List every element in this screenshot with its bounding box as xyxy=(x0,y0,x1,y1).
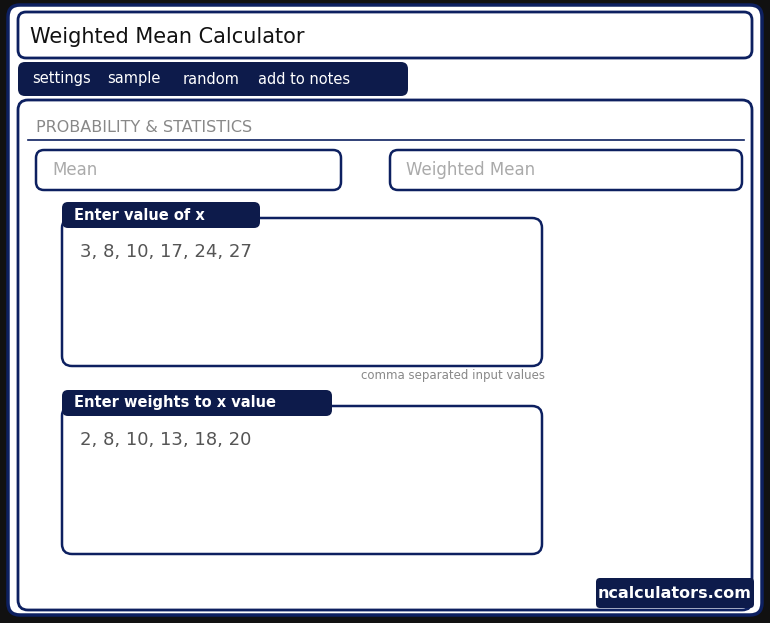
FancyBboxPatch shape xyxy=(8,5,762,615)
FancyBboxPatch shape xyxy=(62,390,332,416)
Text: Enter value of x: Enter value of x xyxy=(74,207,205,222)
Text: ncalculators.com: ncalculators.com xyxy=(598,586,752,601)
FancyBboxPatch shape xyxy=(18,100,752,610)
FancyBboxPatch shape xyxy=(36,150,341,190)
FancyBboxPatch shape xyxy=(62,218,542,366)
Text: Weighted Mean: Weighted Mean xyxy=(406,161,535,179)
Text: PROBABILITY & STATISTICS: PROBABILITY & STATISTICS xyxy=(36,120,252,135)
FancyBboxPatch shape xyxy=(18,12,752,58)
Text: add to notes: add to notes xyxy=(258,72,350,87)
Text: settings: settings xyxy=(32,72,91,87)
Text: 3, 8, 10, 17, 24, 27: 3, 8, 10, 17, 24, 27 xyxy=(80,243,252,261)
Text: Weighted Mean Calculator: Weighted Mean Calculator xyxy=(30,27,304,47)
FancyBboxPatch shape xyxy=(596,578,754,608)
Text: sample: sample xyxy=(107,72,160,87)
FancyBboxPatch shape xyxy=(390,150,742,190)
FancyBboxPatch shape xyxy=(62,406,542,554)
Text: comma separated input values: comma separated input values xyxy=(361,369,545,383)
Text: 2, 8, 10, 13, 18, 20: 2, 8, 10, 13, 18, 20 xyxy=(80,431,251,449)
FancyBboxPatch shape xyxy=(18,62,408,96)
Text: random: random xyxy=(183,72,240,87)
FancyBboxPatch shape xyxy=(62,202,260,228)
Text: Mean: Mean xyxy=(52,161,97,179)
Text: Enter weights to x value: Enter weights to x value xyxy=(74,396,276,411)
